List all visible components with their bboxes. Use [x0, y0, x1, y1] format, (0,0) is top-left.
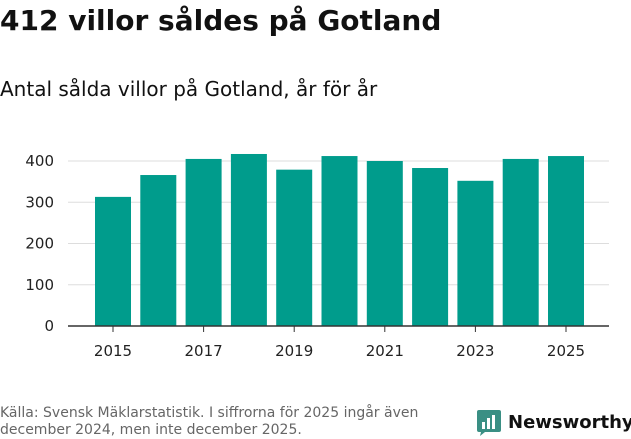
bar-2020[interactable] — [321, 156, 358, 326]
x-tick-label-2023: 2023 — [456, 342, 494, 360]
y-tick-label-200: 200 — [25, 235, 54, 253]
bar-chart: 0 100 200 300 400 2015 2017 2019 2021 2023 2025 — [25, 152, 609, 360]
chart-title: 412 villor såldes på Gotland — [0, 4, 442, 37]
x-axis-ticks — [112, 326, 567, 332]
bar-2021[interactable] — [366, 161, 403, 326]
x-axis-labels: 2015 2017 2019 2021 2023 2025 — [94, 342, 585, 360]
newsworthy-logo[interactable]: Newsworthy — [476, 407, 631, 437]
x-tick-label-2017: 2017 — [185, 342, 223, 360]
bar-2015[interactable] — [95, 196, 131, 326]
bar-2019[interactable] — [276, 169, 313, 326]
bars — [95, 153, 584, 326]
bar-2024[interactable] — [502, 158, 539, 326]
bar-2022[interactable] — [412, 168, 449, 326]
x-tick-label-2015: 2015 — [94, 342, 132, 360]
y-tick-label-100: 100 — [25, 276, 54, 294]
bar-2018[interactable] — [230, 153, 267, 326]
y-tick-label-300: 300 — [25, 193, 54, 211]
bar-2025[interactable] — [548, 156, 584, 326]
newsworthy-icon — [477, 409, 501, 436]
chart-subtitle: Antal sålda villor på Gotland, år för år — [0, 77, 378, 101]
y-tick-label-0: 0 — [44, 317, 54, 335]
x-tick-label-2019: 2019 — [275, 342, 313, 360]
bar-2023[interactable] — [457, 180, 494, 326]
bar-2017[interactable] — [185, 158, 222, 326]
y-tick-label-400: 400 — [25, 152, 54, 170]
brand-name: Newsworthy — [508, 411, 631, 433]
y-axis-labels: 0 100 200 300 400 — [25, 152, 54, 335]
x-tick-label-2021: 2021 — [366, 342, 404, 360]
source-note: Källa: Svensk Mäklarstatistik. I siffror… — [0, 405, 419, 438]
x-tick-label-2025: 2025 — [547, 342, 585, 360]
bar-2016[interactable] — [140, 175, 177, 326]
